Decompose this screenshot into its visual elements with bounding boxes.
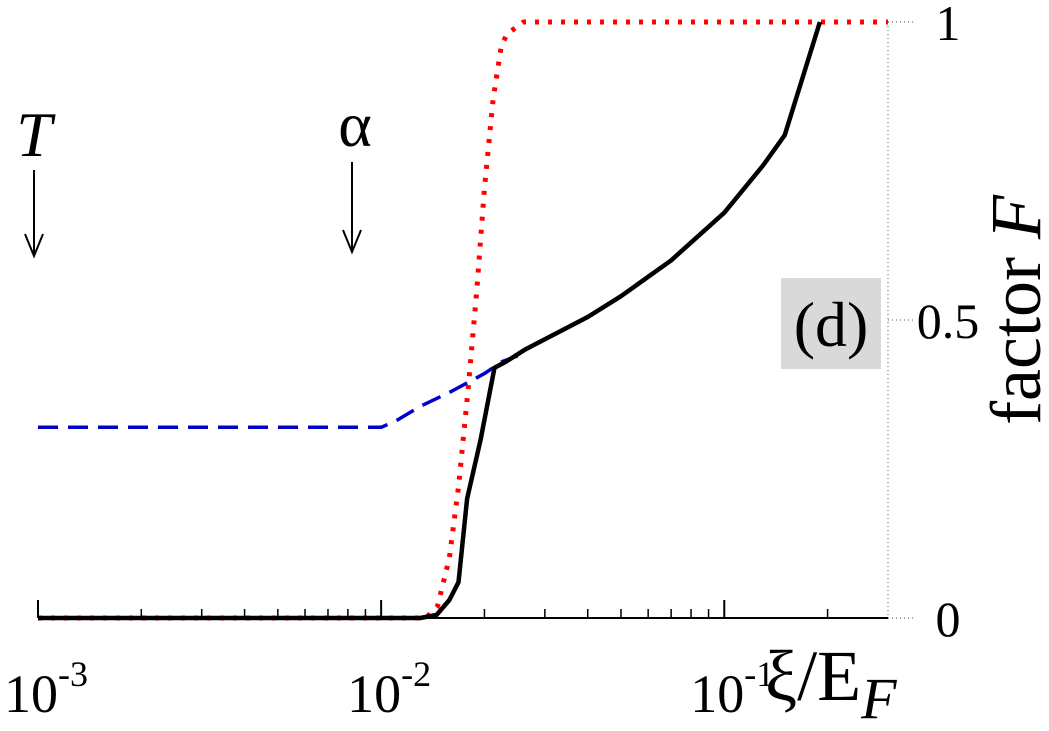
- x-axis-label-main: ξ/E: [765, 636, 861, 716]
- series-line-dashed: [38, 354, 519, 430]
- x-tick-mantissa: 10: [4, 664, 58, 724]
- series-layer: [38, 19, 888, 621]
- x-axis-label-sub: F: [860, 666, 897, 731]
- x-tick-exponent: -3: [58, 654, 88, 694]
- annotation-alpha: α: [338, 89, 372, 160]
- y-axis-label-main: factor: [976, 239, 1049, 425]
- x-axis-label: ξ/EF: [765, 636, 897, 731]
- panel-label-box: [781, 278, 881, 369]
- x-tick-mantissa: 10: [347, 664, 401, 724]
- arrow-T-head: [24, 233, 44, 259]
- series-line-solid: [38, 21, 823, 621]
- axes: [37, 600, 888, 619]
- y-tick-label-0: 0: [936, 591, 961, 647]
- x-tick-label-0: 10-3: [4, 654, 88, 724]
- x-tick-exponent: -1: [744, 654, 774, 694]
- series-line-dotted: [38, 19, 888, 621]
- x-tick-label-1: 10-2: [347, 654, 431, 724]
- grid-lines: [887, 21, 916, 619]
- x-tick-exponent: -2: [401, 654, 431, 694]
- arrow-alpha-head: [342, 229, 362, 255]
- panel-label: (d): [794, 289, 869, 360]
- y-axis-label-italic: F: [976, 194, 1049, 240]
- tick-labels: 10-3 10-2 10-100.51: [4, 0, 979, 724]
- y-tick-label-2: 1: [936, 0, 961, 51]
- y-tick-label-1: 0.5: [917, 293, 980, 349]
- y-axis-label: factor F: [976, 194, 1049, 425]
- annotation-T: T: [16, 99, 56, 170]
- x-tick-label-2: 10-1: [690, 654, 774, 724]
- x-tick-mantissa: 10: [690, 664, 744, 724]
